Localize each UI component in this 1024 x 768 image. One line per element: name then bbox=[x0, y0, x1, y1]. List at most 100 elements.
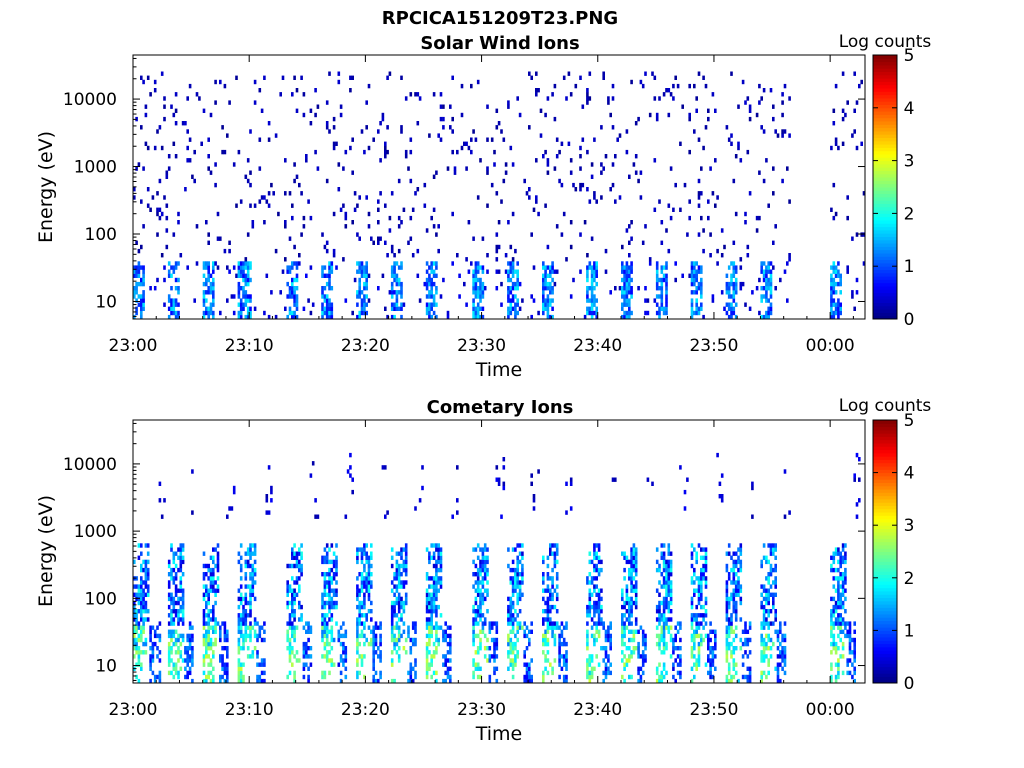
heatmap-cell bbox=[177, 555, 180, 560]
heatmap-cell bbox=[435, 646, 438, 651]
heatmap-cell bbox=[514, 662, 517, 667]
heatmap-cell bbox=[437, 637, 440, 643]
heatmap-cell bbox=[242, 662, 245, 667]
heatmap-cell bbox=[662, 629, 666, 634]
heatmap-cell bbox=[841, 600, 845, 606]
heatmap-cell bbox=[628, 559, 631, 565]
heatmap-cell bbox=[237, 588, 241, 593]
heatmap-cell bbox=[472, 314, 475, 320]
heatmap-cell bbox=[330, 588, 334, 593]
heatmap-cell bbox=[711, 294, 715, 299]
heatmap-cell bbox=[142, 294, 145, 299]
heatmap-cell bbox=[483, 617, 487, 622]
y-tick-label: 1000 bbox=[74, 522, 117, 542]
heatmap-cell bbox=[697, 646, 701, 651]
heatmap-cell bbox=[634, 621, 638, 626]
heatmap-cell bbox=[830, 567, 833, 573]
heatmap-cell bbox=[658, 277, 661, 283]
heatmap-cell bbox=[249, 547, 252, 552]
heatmap-cell bbox=[411, 641, 415, 647]
heatmap-cell bbox=[646, 310, 650, 316]
heatmap-cell bbox=[472, 547, 475, 552]
heatmap-cell bbox=[490, 182, 494, 188]
heatmap-cell bbox=[528, 662, 531, 667]
heatmap-cell bbox=[251, 220, 255, 225]
heatmap-cell bbox=[133, 617, 136, 622]
heatmap-cell bbox=[300, 191, 303, 196]
heatmap-cell bbox=[237, 621, 241, 626]
heatmap-cell bbox=[658, 678, 661, 684]
heatmap-cell bbox=[451, 149, 454, 155]
heatmap-cell bbox=[839, 281, 842, 287]
heatmap-cell bbox=[146, 572, 150, 577]
heatmap-cell bbox=[697, 588, 701, 593]
heatmap-cell bbox=[425, 306, 429, 311]
heatmap-cell bbox=[263, 662, 266, 667]
heatmap-cell bbox=[727, 576, 731, 581]
heatmap-cell bbox=[667, 625, 671, 630]
heatmap-cell bbox=[328, 547, 331, 552]
colorbar-segment bbox=[873, 469, 897, 474]
heatmap-cell bbox=[251, 224, 255, 229]
heatmap-cell bbox=[425, 281, 429, 287]
heatmap-cell bbox=[593, 555, 596, 560]
heatmap-cell bbox=[734, 269, 738, 274]
heatmap-cell bbox=[590, 265, 594, 270]
heatmap-cell bbox=[690, 580, 694, 585]
heatmap-cell bbox=[140, 314, 143, 320]
heatmap-cell bbox=[321, 555, 324, 560]
heatmap-cell bbox=[588, 265, 592, 270]
heatmap-cell bbox=[504, 253, 508, 258]
colorbar-segment bbox=[873, 610, 897, 615]
heatmap-cell bbox=[377, 646, 380, 651]
heatmap-cell bbox=[372, 137, 375, 142]
heatmap-cell bbox=[172, 609, 176, 614]
heatmap-cell bbox=[393, 678, 396, 684]
heatmap-cell bbox=[321, 310, 324, 316]
heatmap-cell bbox=[286, 580, 289, 585]
heatmap-cell bbox=[411, 621, 415, 626]
heatmap-cell bbox=[832, 584, 836, 589]
heatmap-cell bbox=[595, 543, 598, 548]
heatmap-cell bbox=[486, 269, 489, 274]
colorbar-segment bbox=[873, 581, 897, 585]
colorbar-label: Log counts bbox=[839, 32, 932, 52]
heatmap-cell bbox=[476, 265, 480, 270]
heatmap-cell bbox=[837, 273, 840, 278]
heatmap-cell bbox=[732, 596, 736, 602]
heatmap-cell bbox=[555, 592, 559, 597]
heatmap-cell bbox=[397, 654, 401, 659]
heatmap-cell bbox=[549, 617, 552, 622]
heatmap-cell bbox=[495, 621, 499, 626]
heatmap-cell bbox=[700, 277, 703, 283]
heatmap-cell bbox=[135, 609, 138, 614]
heatmap-cell bbox=[244, 576, 248, 581]
heatmap-cell bbox=[151, 654, 155, 659]
heatmap-cell bbox=[270, 182, 273, 188]
heatmap-cell bbox=[251, 567, 255, 573]
heatmap-cell bbox=[837, 310, 840, 316]
heatmap-cell bbox=[632, 600, 636, 606]
heatmap-cell bbox=[404, 154, 408, 159]
heatmap-cell bbox=[356, 302, 359, 307]
heatmap-cell bbox=[734, 281, 738, 287]
heatmap-cell bbox=[602, 166, 605, 171]
heatmap-cell bbox=[514, 617, 517, 622]
heatmap-cell bbox=[216, 559, 220, 565]
heatmap-cell bbox=[414, 670, 417, 676]
heatmap-cell bbox=[760, 670, 763, 676]
heatmap-cell bbox=[374, 625, 378, 630]
heatmap-cell bbox=[839, 290, 842, 295]
colorbar-segment bbox=[873, 144, 897, 148]
heatmap-cell bbox=[542, 281, 545, 287]
heatmap-cell bbox=[246, 158, 250, 163]
heatmap-cell bbox=[841, 572, 845, 577]
heatmap-cell bbox=[695, 269, 698, 274]
heatmap-cell bbox=[760, 314, 763, 320]
heatmap-cell bbox=[156, 277, 159, 283]
heatmap-cell bbox=[323, 617, 327, 622]
heatmap-cell bbox=[384, 203, 387, 208]
heatmap-cell bbox=[834, 547, 838, 552]
heatmap-cell bbox=[244, 277, 248, 283]
heatmap-cell bbox=[655, 273, 659, 278]
